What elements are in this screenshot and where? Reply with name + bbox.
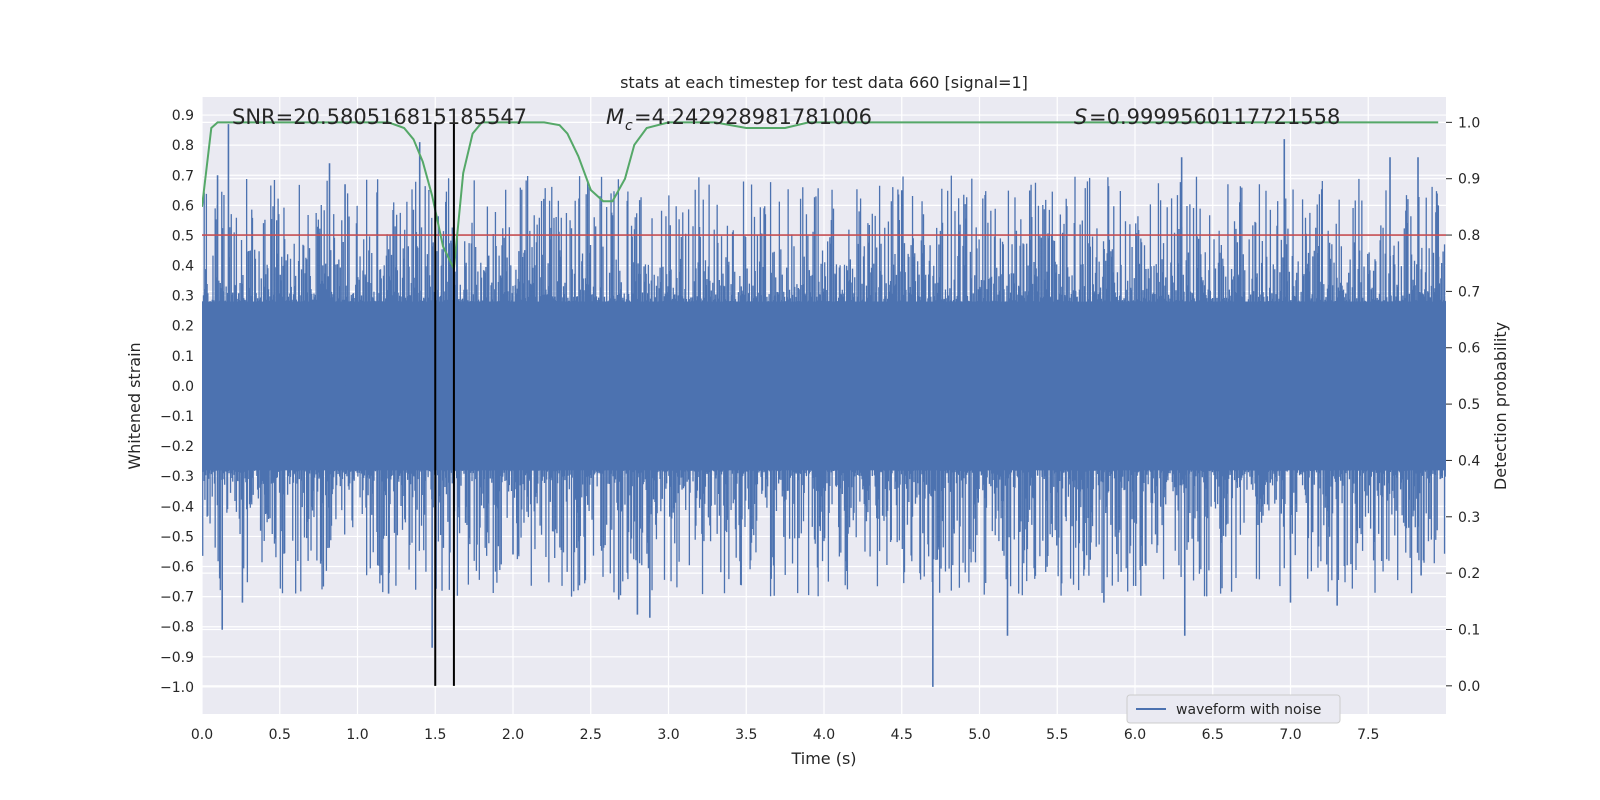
score-annotation: S =0.9999560117721558: [1074, 105, 1340, 129]
left-y-axis-ticks: 0.9 0.8 0.7 0.6 0.5 0.4 0.3 0.2 0.1 0.0 −0.1 −0.2 −0…: [160, 108, 194, 696]
y-left-tick-label: 0.6: [172, 198, 194, 214]
y-left-tick-label: 0.8: [172, 138, 194, 154]
x-tick-label: 1.0: [346, 727, 368, 743]
x-tick-label: 5.0: [968, 727, 990, 743]
y-left-tick-label: −0.3: [160, 469, 194, 485]
score-value: =0.9999560117721558: [1089, 105, 1340, 129]
y-right-tick-label: 1.0: [1458, 115, 1480, 131]
y-left-tick-label: 0.0: [172, 379, 194, 395]
x-tick-label: 5.5: [1046, 727, 1068, 743]
y-left-tick-label: 0.9: [172, 108, 194, 124]
y-right-tick-label: 0.4: [1458, 453, 1480, 469]
x-axis-label: Time (s): [790, 749, 856, 768]
x-axis-ticks: 0.0 0.5 1.0 1.5 2.0 2.5 3.0 3.5 4.0 4.5 5.0 5.5 6.0 6…: [191, 727, 1380, 743]
left-y-axis-label: Whitened strain: [125, 342, 144, 469]
y-left-tick-label: −0.7: [160, 590, 194, 606]
y-right-tick-label: 0.9: [1458, 172, 1480, 188]
x-tick-label: 7.5: [1357, 727, 1379, 743]
y-right-tick-label: 0.7: [1458, 284, 1480, 300]
x-tick-label: 3.0: [657, 727, 679, 743]
svg-text:S: S: [1074, 105, 1087, 129]
y-right-tick-label: 0.8: [1458, 228, 1480, 244]
x-tick-label: 1.5: [424, 727, 446, 743]
legend-box: [1126, 694, 1341, 724]
y-left-tick-label: 0.3: [172, 289, 194, 305]
waveform-core-band: [202, 301, 1446, 471]
x-tick-label: 7.0: [1279, 727, 1301, 743]
y-right-tick-label: 0.1: [1458, 622, 1480, 638]
event-markers: [434, 122, 455, 686]
y-left-tick-label: −0.9: [160, 650, 194, 666]
x-tick-label: 0.5: [269, 727, 291, 743]
x-tick-label: 2.0: [502, 727, 524, 743]
y-left-tick-label: −0.5: [160, 529, 194, 545]
svg-text:M: M: [606, 105, 624, 129]
x-tick-label: 6.0: [1124, 727, 1146, 743]
chirp-mass-annotation: M c =4.242928981781006: [606, 105, 872, 134]
right-y-axis-ticks: 1.0 0.9 0.8 0.7 0.6 0.5 0.4 0.3 0.2 0.1 0.0: [1446, 115, 1480, 695]
snr-annotation: SNR=20.580516815185547: [232, 105, 527, 129]
y-right-tick-label: 0.2: [1458, 566, 1480, 582]
waveform-series: [202, 124, 1446, 687]
y-right-tick-label: 0.5: [1458, 397, 1480, 413]
y-left-tick-label: −0.1: [160, 409, 194, 425]
y-left-tick-label: 0.5: [172, 228, 194, 244]
y-right-tick-label: 0.6: [1458, 341, 1480, 357]
x-tick-label: 2.5: [580, 727, 602, 743]
y-left-tick-label: −0.6: [160, 560, 194, 576]
y-left-tick-label: −1.0: [160, 680, 194, 696]
y-left-tick-label: 0.4: [172, 259, 194, 275]
probability-line: [202, 121, 1439, 273]
legend: waveform with noise: [1126, 694, 1341, 724]
y-left-tick-label: −0.8: [160, 620, 194, 636]
y-right-tick-label: 0.0: [1458, 679, 1480, 695]
y-left-tick-label: 0.7: [172, 168, 194, 184]
y-left-tick-label: 0.2: [172, 319, 194, 335]
y-left-tick-label: −0.2: [160, 439, 194, 455]
x-tick-label: 4.5: [891, 727, 913, 743]
y-left-tick-label: 0.1: [172, 349, 194, 365]
legend-label: waveform with noise: [1176, 702, 1321, 718]
right-y-axis-label: Detection probability: [1491, 322, 1510, 490]
x-tick-label: 3.5: [735, 727, 757, 743]
x-tick-label: 6.5: [1202, 727, 1224, 743]
x-tick-label: 0.0: [191, 727, 213, 743]
y-right-tick-label: 0.3: [1458, 510, 1480, 526]
x-tick-label: 4.0: [813, 727, 835, 743]
svg-text:c: c: [625, 118, 633, 134]
chart-title: stats at each timestep for test data 660…: [620, 73, 1028, 92]
probability-series: [202, 121, 1439, 273]
chirp-mass-value: =4.242928981781006: [634, 105, 872, 129]
y-left-tick-label: −0.4: [160, 499, 194, 515]
